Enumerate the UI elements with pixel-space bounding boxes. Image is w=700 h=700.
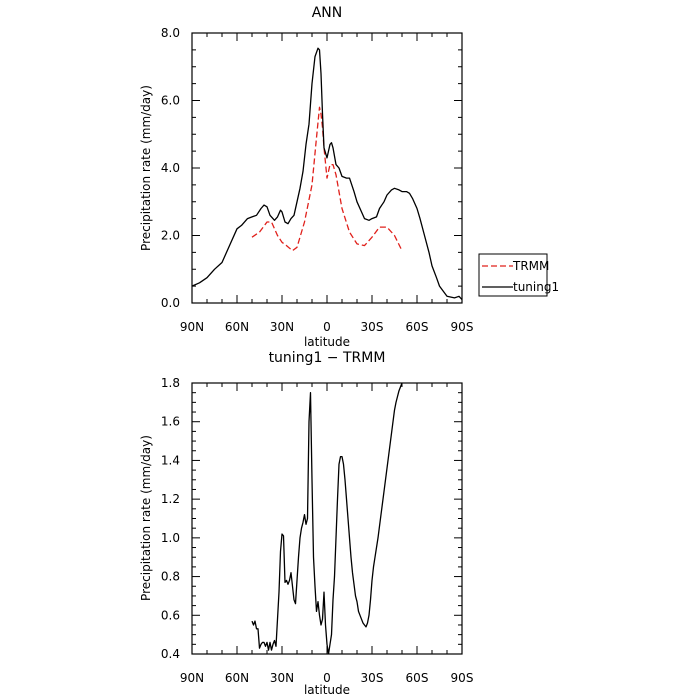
y-tick-label: 2.0	[161, 229, 180, 243]
x-tick-label: 60N	[225, 671, 249, 685]
series-line-tuning1	[192, 47, 462, 301]
panel-title: tuning1 − TRMM	[269, 350, 386, 366]
y-tick-label: 8.0	[161, 26, 180, 40]
x-tick-label: 30S	[361, 671, 384, 685]
x-tick-label: 0	[323, 671, 331, 685]
x-tick-label: 30N	[270, 320, 294, 334]
y-tick-label: 1.8	[161, 376, 180, 390]
precip-panel: ANN 90N 60N 30N 0 30S 60S 90S 0.0 2.0 4.0 6.0 8.0 l…	[139, 5, 473, 349]
x-tick-label: 0	[323, 320, 331, 334]
difference-panel: tuning1 − TRMM 90N 60N 30N 0 30S 60S 90S 0.4 0.6…	[139, 350, 473, 697]
panel-title: ANN	[312, 5, 343, 21]
y-tick-label: 4.0	[161, 161, 180, 175]
legend: TRMM tuning1	[478, 253, 559, 297]
x-tick-label: 90S	[451, 320, 474, 334]
legend-label-tuning1: tuning1	[513, 280, 559, 294]
x-axis-label: latitude	[304, 683, 350, 697]
series-line-trmm	[251, 106, 403, 252]
x-tick-label: 60S	[406, 671, 429, 685]
plot-area: 90N 60N 30N 0 30S 60S 90S 0.4 0.6 0.8 1.0 1.2 1.4 1.6…	[161, 376, 474, 685]
x-tick-label: 90S	[451, 671, 474, 685]
x-tick-label: 90N	[180, 320, 204, 334]
plot-frame	[191, 32, 463, 304]
y-axis-label: Precipitation rate (mm/day)	[139, 85, 153, 251]
plot-frame	[191, 382, 463, 655]
y-tick-label: 0.6	[161, 608, 180, 622]
x-tick-label: 60N	[225, 320, 249, 334]
y-tick-label: 0.4	[161, 647, 180, 661]
x-tick-label: 30N	[270, 671, 294, 685]
x-tick-label: 30S	[361, 320, 384, 334]
y-tick-label: 1.4	[161, 453, 180, 467]
y-tick-label: 0.0	[161, 296, 180, 310]
x-tick-label: 90N	[180, 671, 204, 685]
plot-area: 90N 60N 30N 0 30S 60S 90S 0.0 2.0 4.0 6.0 8.0	[161, 26, 474, 334]
y-tick-label: 1.6	[161, 415, 180, 429]
y-tick-label: 1.0	[161, 531, 180, 545]
y-axis-label: Precipitation rate (mm/day)	[139, 435, 153, 601]
legend-box	[478, 253, 548, 297]
y-tick-label: 6.0	[161, 94, 180, 108]
legend-label-trmm: TRMM	[512, 259, 549, 273]
y-tick-label: 1.2	[161, 492, 180, 506]
y-tick-label: 0.8	[161, 570, 180, 584]
x-tick-label: 60S	[406, 320, 429, 334]
x-axis-label: latitude	[304, 335, 350, 349]
series-line-difference	[251, 383, 403, 654]
